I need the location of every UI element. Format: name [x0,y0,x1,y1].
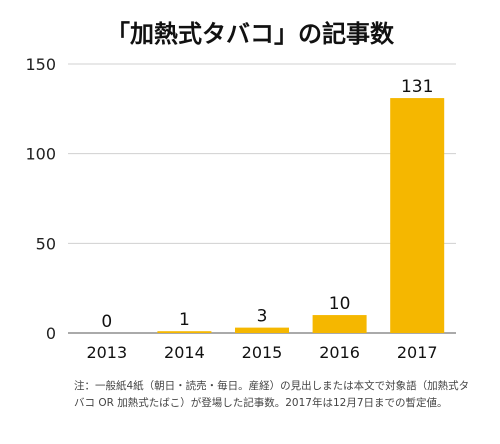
y-tick-label: 150 [25,55,56,74]
x-axis-ticks: 2013 2014 2015 2016 2017 [86,343,437,362]
data-labels: 0 1 3 10 131 [101,77,433,332]
data-label: 10 [329,294,351,314]
x-tick-label: 2013 [86,343,127,362]
x-tick-label: 2016 [319,343,360,362]
bar-chart: 0 50 100 150 0 1 3 10 131 2013 2014 2015 2016 2017 [25,55,456,362]
x-tick-label: 2017 [397,343,438,362]
y-tick-label: 0 [46,324,56,343]
data-label: 1 [179,310,190,330]
bar [235,327,289,333]
bar [312,315,367,333]
x-tick-label: 2014 [164,343,205,362]
bars [157,98,445,333]
data-label: 131 [401,77,433,97]
data-label: 0 [101,312,112,332]
data-label: 3 [257,307,268,327]
bar [157,331,212,333]
y-tick-label: 50 [36,234,56,253]
y-axis-ticks: 0 50 100 150 [25,55,56,343]
y-tick-label: 100 [25,145,56,164]
bar [390,98,445,333]
chart-title: 「加熱式タバコ」の記事数 [106,20,394,48]
footnote: 注：一般紙4紙（朝日・読売・毎日。産経）の見出しまたは本文で対象語（加熱式タバコ… [74,380,470,409]
x-tick-label: 2015 [242,343,283,362]
